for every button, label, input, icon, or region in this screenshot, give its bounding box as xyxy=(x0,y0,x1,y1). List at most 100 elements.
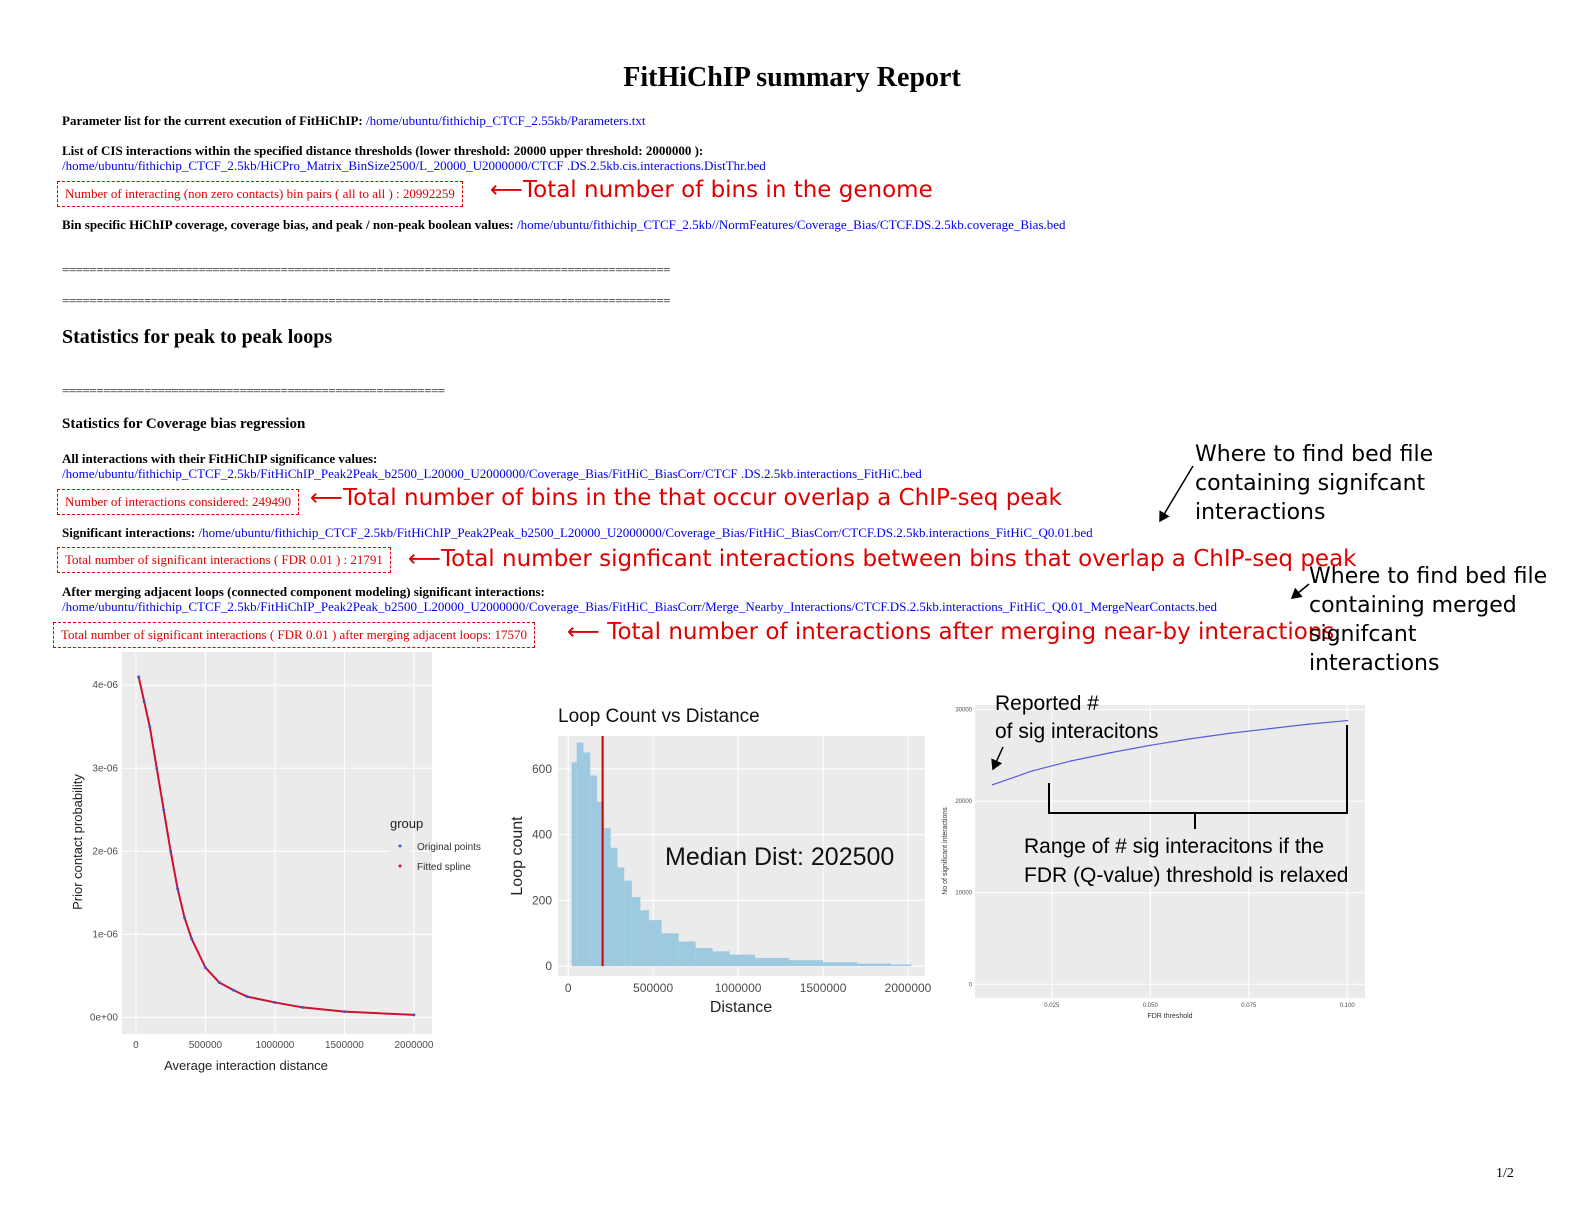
histogram-bar xyxy=(891,964,912,967)
separator-2: ========================================… xyxy=(62,293,671,308)
params-link[interactable]: /home/ubuntu/fithichip_CTCF_2.55kb/Param… xyxy=(365,113,646,128)
y-axis-label: No of significant interactions xyxy=(942,807,949,895)
median-annotation: Median Dist: 202500 xyxy=(665,843,894,871)
original-point xyxy=(162,808,166,812)
range-note-line1: Range of # sig interacitons if the xyxy=(1024,835,1324,858)
y-tick-label: 0 xyxy=(969,982,973,988)
reported-note-line2: of sig interacitons xyxy=(995,720,1158,743)
histogram-bar xyxy=(571,762,577,967)
cis-label: List of CIS interactions within the spec… xyxy=(62,143,704,158)
loop-count-chart: Loop Count vs Distance 0 500000 1000000 150… xyxy=(509,706,932,1016)
histogram-bar xyxy=(583,752,591,967)
x-axis-label: Average interaction distance xyxy=(164,1058,328,1073)
histogram-bar xyxy=(610,847,618,967)
histogram-bar xyxy=(789,960,824,967)
page-number: 1/2 xyxy=(1496,1166,1514,1181)
original-point xyxy=(217,981,221,985)
y-tick-label: 200 xyxy=(532,893,552,907)
fdr-point xyxy=(1149,744,1152,747)
bin-pairs-box: Number of interacting (non zero contacts… xyxy=(57,181,463,207)
prior-probability-chart: 0 500000 1000000 1500000 2000000 0e+00 1e-06 2e… xyxy=(70,652,481,1073)
plot-panel xyxy=(975,705,1365,998)
fdr-threshold-chart: 0.025 0.050 0.075 0.100 0 10000 20000 30000 FDR… xyxy=(942,695,1365,1020)
y-tick-label: 3e-06 xyxy=(92,763,118,774)
y-tick-label: 4e-06 xyxy=(92,680,118,691)
y-tick-label: 10000 xyxy=(955,891,972,897)
y-tick-label: 600 xyxy=(532,762,552,776)
fdr-point xyxy=(991,783,994,786)
section-peak-title: Statistics for peak to peak loops xyxy=(62,326,333,348)
separator-1: ========================================… xyxy=(62,262,671,277)
significant-link[interactable]: /home/ubuntu/fithichip_CTCF_2.5kb/FitHiC… xyxy=(198,525,1093,540)
x-tick-label: 500000 xyxy=(189,1040,223,1051)
fdr-point xyxy=(1070,760,1073,762)
x-axis-label: Distance xyxy=(710,999,772,1016)
histogram-bar xyxy=(712,951,730,967)
page-title: FitHiChIP summary Report xyxy=(623,62,961,93)
y-axis-label: Prior contact probability xyxy=(70,774,85,910)
side-note-merged-bed: Where to find bed file containing merged… xyxy=(1309,564,1548,676)
sig-total-annotation-text: Total number signficant interactions bet… xyxy=(440,546,1357,572)
y-tick-label: 30000 xyxy=(955,708,972,714)
histogram-bar xyxy=(695,948,713,967)
original-point xyxy=(412,1013,416,1017)
original-point xyxy=(203,966,207,970)
original-point xyxy=(190,937,194,940)
original-point xyxy=(342,1010,346,1014)
merged-link[interactable]: /home/ubuntu/fithichip_CTCF_2.5kb/FitHiC… xyxy=(62,599,1218,614)
fdr-point xyxy=(1307,723,1309,726)
original-point xyxy=(148,725,152,729)
x-tick-label: 0.100 xyxy=(1340,1003,1356,1009)
legend-dot-original xyxy=(398,844,402,848)
range-note-line2: FDR (Q-value) threshold is relaxed xyxy=(1024,864,1348,887)
bin-pairs-annotation: ⟵Total number of bins in the genome xyxy=(490,177,933,203)
histogram-bar xyxy=(617,867,625,967)
y-tick-label: 0 xyxy=(545,959,552,973)
original-point xyxy=(231,988,235,992)
histogram-bar xyxy=(661,933,679,967)
y-tick-label: 1e-06 xyxy=(92,929,118,940)
x-tick-label: 0.050 xyxy=(1143,1003,1159,1009)
x-tick-label: 0.025 xyxy=(1044,1003,1060,1009)
histogram-bar xyxy=(648,920,662,967)
all-interactions-link[interactable]: /home/ubuntu/fithichip_CTCF_2.5kb/FitHiC… xyxy=(62,466,922,481)
histogram-bar xyxy=(755,957,790,967)
histogram-bar xyxy=(590,775,598,967)
legend-dot-spline xyxy=(398,864,402,868)
merged-total-annotation: ⟵ Total number of interactions after mer… xyxy=(567,619,1335,645)
histogram-bar xyxy=(729,954,756,967)
histogram-bar xyxy=(857,963,892,967)
fdr-point xyxy=(1110,751,1112,754)
x-tick-label: 1000000 xyxy=(715,981,762,995)
x-axis-label: FDR threshold xyxy=(1147,1013,1192,1020)
coverage-link[interactable]: /home/ubuntu/fithichip_CTCF_2.5kb//NormF… xyxy=(517,217,1066,232)
section-coverage-title: Statistics for Coverage bias regression xyxy=(62,416,306,432)
sig-total-annotation: ⟵Total number signficant interactions be… xyxy=(408,546,1357,572)
fdr-line xyxy=(992,719,1348,786)
original-point xyxy=(137,675,141,679)
plot-panel xyxy=(122,652,432,1034)
histogram-bar xyxy=(597,801,604,967)
y-tick-label: 400 xyxy=(532,828,552,842)
coverage-label: Bin specific HiChIP coverage, coverage b… xyxy=(62,217,514,232)
considered-annotation-text: Total number of bins in the that occur o… xyxy=(342,485,1062,511)
merged-label: After merging adjacent loops (connected … xyxy=(62,584,545,599)
x-tick-label: 1500000 xyxy=(800,981,847,995)
histogram-bar xyxy=(631,897,641,967)
merged-bed-arrow xyxy=(1290,583,1310,599)
original-point xyxy=(301,1005,305,1009)
y-axis-label: Loop count xyxy=(509,816,526,896)
cis-link[interactable]: /home/ubuntu/fithichip_CTCF_2.5kb/HiCPro… xyxy=(62,158,766,173)
original-point xyxy=(176,887,180,891)
range-bracket xyxy=(1048,725,1348,814)
fdr-point xyxy=(1346,719,1349,722)
separator-3: ========================================… xyxy=(62,383,445,398)
legend-entry-original: Original points xyxy=(417,842,481,853)
y-tick-label: 2e-06 xyxy=(92,846,118,857)
x-tick-label: 1000000 xyxy=(255,1040,294,1051)
histogram-bar xyxy=(603,828,611,967)
x-tick-label: 0 xyxy=(565,981,572,995)
original-point xyxy=(273,1000,277,1004)
params-label: Parameter list for the current execution… xyxy=(62,113,363,128)
